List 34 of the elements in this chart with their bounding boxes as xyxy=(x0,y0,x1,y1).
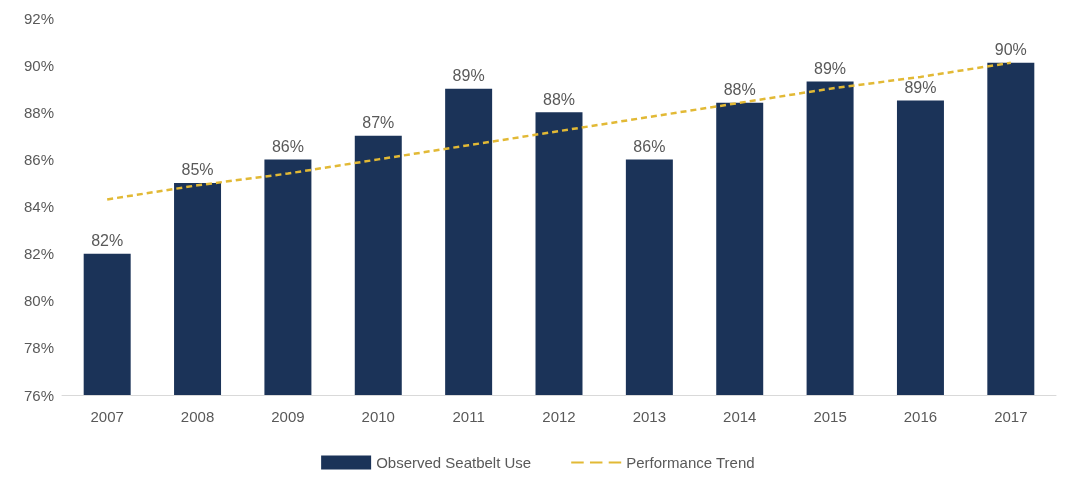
x-tick-label: 2017 xyxy=(994,408,1028,425)
y-tick-label: 76% xyxy=(23,386,54,404)
data-label: 88% xyxy=(723,81,756,99)
y-tick-label: 90% xyxy=(23,56,54,74)
x-tick-label: 2008 xyxy=(180,408,215,425)
data-label: 82% xyxy=(91,232,124,250)
y-tick-label: 86% xyxy=(23,150,54,168)
x-tick-label: 2009 xyxy=(271,408,305,425)
y-tick-label: 78% xyxy=(23,339,54,357)
x-tick-label: 2015 xyxy=(813,408,847,425)
data-label: 88% xyxy=(542,90,576,108)
x-tick-label: 2010 xyxy=(361,408,395,425)
y-tick-label: 82% xyxy=(23,245,54,263)
data-label: 86% xyxy=(633,137,666,155)
y-tick-label: 84% xyxy=(23,198,54,215)
data-label: 85% xyxy=(181,161,214,179)
data-label: 86% xyxy=(271,137,304,155)
y-tick-label: 92% xyxy=(23,9,54,27)
y-tick-label: 88% xyxy=(23,103,54,121)
data-label: 89% xyxy=(452,67,485,85)
data-label: 89% xyxy=(814,60,847,78)
legend-label: Observed Seatbelt Use xyxy=(376,454,532,471)
data-label: 87% xyxy=(362,114,395,132)
x-tick-label: 2016 xyxy=(903,408,938,425)
x-tick-label: 2012 xyxy=(542,408,576,425)
line-series xyxy=(105,61,1013,201)
data-label: 89% xyxy=(904,78,937,96)
y-tick-label: 80% xyxy=(23,292,54,310)
x-tick-label: 2011 xyxy=(452,408,485,425)
legend-label: Performance Trend xyxy=(626,454,755,471)
x-tick-label: 2007 xyxy=(90,408,124,425)
data-label: 90% xyxy=(994,41,1027,59)
x-tick-label: 2013 xyxy=(632,408,667,425)
x-tick-label: 2014 xyxy=(723,408,757,425)
